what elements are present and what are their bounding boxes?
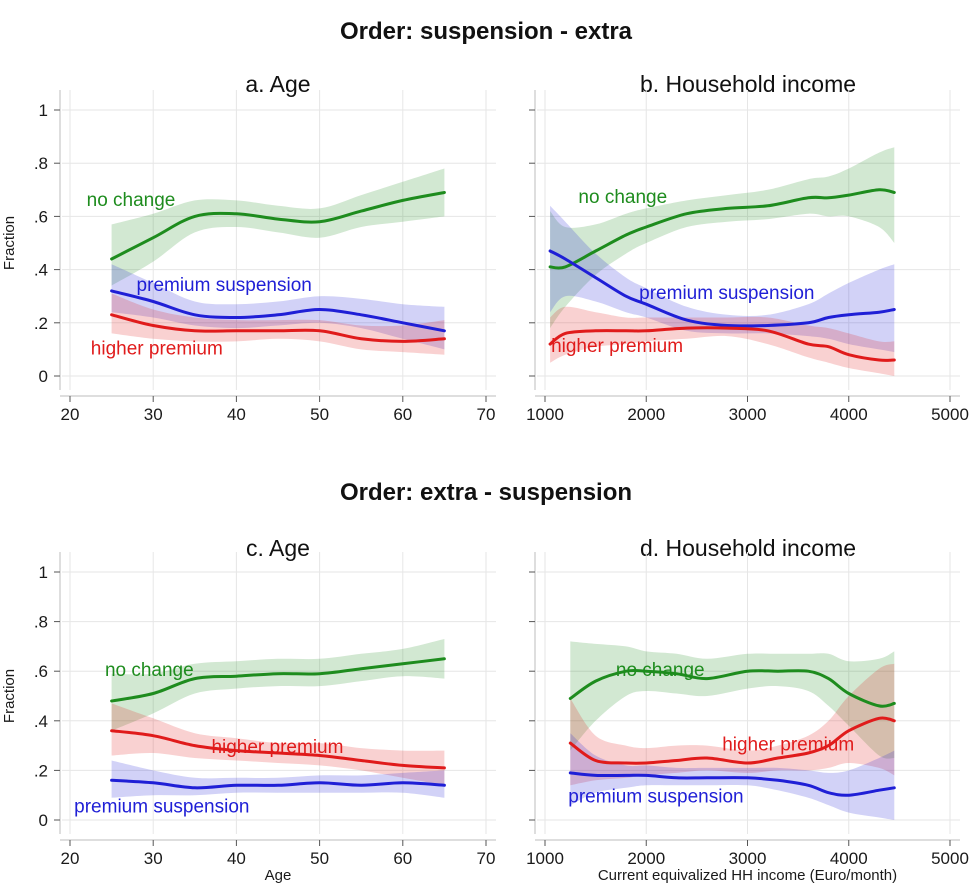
x-tick-label: 70 bbox=[477, 405, 496, 424]
series-line-no-change bbox=[548, 188, 896, 270]
y-tick-label: .8 bbox=[34, 613, 48, 632]
x-tick-label: 50 bbox=[310, 849, 329, 868]
y-tick-label: .8 bbox=[34, 154, 48, 173]
y-tick-label: .2 bbox=[34, 314, 48, 333]
x-tick-label: 1000 bbox=[526, 405, 564, 424]
grid bbox=[537, 552, 960, 834]
series-line-premium-suspension bbox=[110, 289, 446, 333]
x-tick-label: 4000 bbox=[830, 849, 868, 868]
series-label-higher-premium: higher premium bbox=[91, 339, 223, 360]
x-tick-label: 2000 bbox=[627, 849, 665, 868]
series-label-higher-premium: higher premium bbox=[551, 336, 683, 357]
grid bbox=[537, 90, 960, 390]
y-tick-label: .6 bbox=[34, 662, 48, 681]
x-tick-label: 5000 bbox=[931, 849, 969, 868]
x-tick-label: 20 bbox=[61, 849, 80, 868]
ci-band-higher-premium bbox=[570, 663, 895, 786]
x-tick-label: 50 bbox=[310, 405, 329, 424]
x-tick-label: 5000 bbox=[931, 405, 969, 424]
y-tick-label: 0 bbox=[39, 367, 48, 386]
y-tick-label: .4 bbox=[34, 712, 48, 731]
panel-title: a. Age bbox=[245, 71, 310, 97]
y-tick-label: .2 bbox=[34, 761, 48, 780]
y-tick-label: .4 bbox=[34, 261, 48, 280]
ci-band-higher-premium bbox=[550, 306, 895, 376]
x-tick-label: 3000 bbox=[729, 405, 767, 424]
y-tick-label: 1 bbox=[39, 101, 48, 120]
series-line-no-change bbox=[568, 668, 896, 708]
panel-d: d. Household income 1000 2000 3000 4000 5000… bbox=[526, 535, 969, 884]
panel-b: b. Household income 1000 2000 3000 4000 5000… bbox=[526, 71, 969, 424]
series-label-higher-premium: higher premium bbox=[211, 737, 343, 758]
ci-band-no-change bbox=[550, 147, 895, 329]
series-line-premium-suspension bbox=[110, 778, 446, 790]
series-label-premium-suspension: premium suspension bbox=[568, 787, 743, 808]
series-line-higher-premium bbox=[568, 716, 896, 765]
ci-band-no-change bbox=[111, 639, 445, 731]
x-axis-label: Current equivalized HH income (Euro/mont… bbox=[598, 867, 897, 884]
x-tick-label: 1000 bbox=[526, 849, 564, 868]
x-tick-label: 3000 bbox=[729, 849, 767, 868]
series-label-premium-suspension: premium suspension bbox=[137, 275, 312, 296]
grid bbox=[62, 552, 496, 834]
y-tick-label: 0 bbox=[39, 811, 48, 830]
y-tick-label: .6 bbox=[34, 207, 48, 226]
y-axis-label: Fraction bbox=[1, 669, 18, 723]
series-label-higher-premium: higher premium bbox=[722, 735, 854, 756]
series-line-premium-suspension bbox=[548, 249, 896, 328]
ci-band-no-change bbox=[111, 168, 445, 286]
x-tick-label: 4000 bbox=[830, 405, 868, 424]
series-label-premium-suspension: premium suspension bbox=[74, 797, 249, 818]
series-label-no-change: no change bbox=[578, 187, 667, 208]
y-axis-label: Fraction bbox=[1, 216, 18, 270]
series-label-no-change: no change bbox=[105, 660, 194, 681]
x-tick-label: 30 bbox=[144, 405, 163, 424]
ci-band-premium-suspension bbox=[550, 205, 895, 353]
x-tick-label: 60 bbox=[393, 405, 412, 424]
ci-band-higher-premium bbox=[111, 703, 445, 786]
series-line-no-change bbox=[110, 657, 446, 703]
x-tick-label: 2000 bbox=[627, 405, 665, 424]
grid bbox=[62, 90, 496, 390]
group-title-bottom: Order: extra - suspension bbox=[340, 479, 632, 506]
x-tick-label: 30 bbox=[144, 849, 163, 868]
panel-title: c. Age bbox=[246, 535, 310, 561]
series-label-premium-suspension: premium suspension bbox=[639, 283, 814, 304]
series-line-no-change bbox=[110, 191, 446, 261]
series-line-premium-suspension bbox=[568, 771, 896, 797]
x-tick-label: 40 bbox=[227, 849, 246, 868]
y-tick-label: 1 bbox=[39, 563, 48, 582]
series-line-higher-premium bbox=[548, 326, 896, 362]
x-axis-label: Age bbox=[265, 867, 292, 884]
x-tick-label: 20 bbox=[61, 405, 80, 424]
x-tick-label: 40 bbox=[227, 405, 246, 424]
x-tick-label: 60 bbox=[393, 849, 412, 868]
x-tick-label: 70 bbox=[477, 849, 496, 868]
series-label-no-change: no change bbox=[616, 660, 705, 681]
panel-c: c. Age 0 .2 .4 .6 .8 1 20 30 40 50 60 70 Fraction Age… bbox=[1, 535, 496, 884]
series-line-higher-premium bbox=[110, 729, 446, 770]
series-label-no-change: no change bbox=[87, 190, 176, 211]
ci-band-premium-suspension bbox=[111, 264, 445, 350]
group-title-top: Order: suspension - extra bbox=[340, 18, 633, 45]
series-line-higher-premium bbox=[110, 313, 446, 343]
panel-a: a. Age 0 .2 .4 .6 .8 1 20 30 40 50 60 70 Fraction no … bbox=[1, 71, 496, 424]
